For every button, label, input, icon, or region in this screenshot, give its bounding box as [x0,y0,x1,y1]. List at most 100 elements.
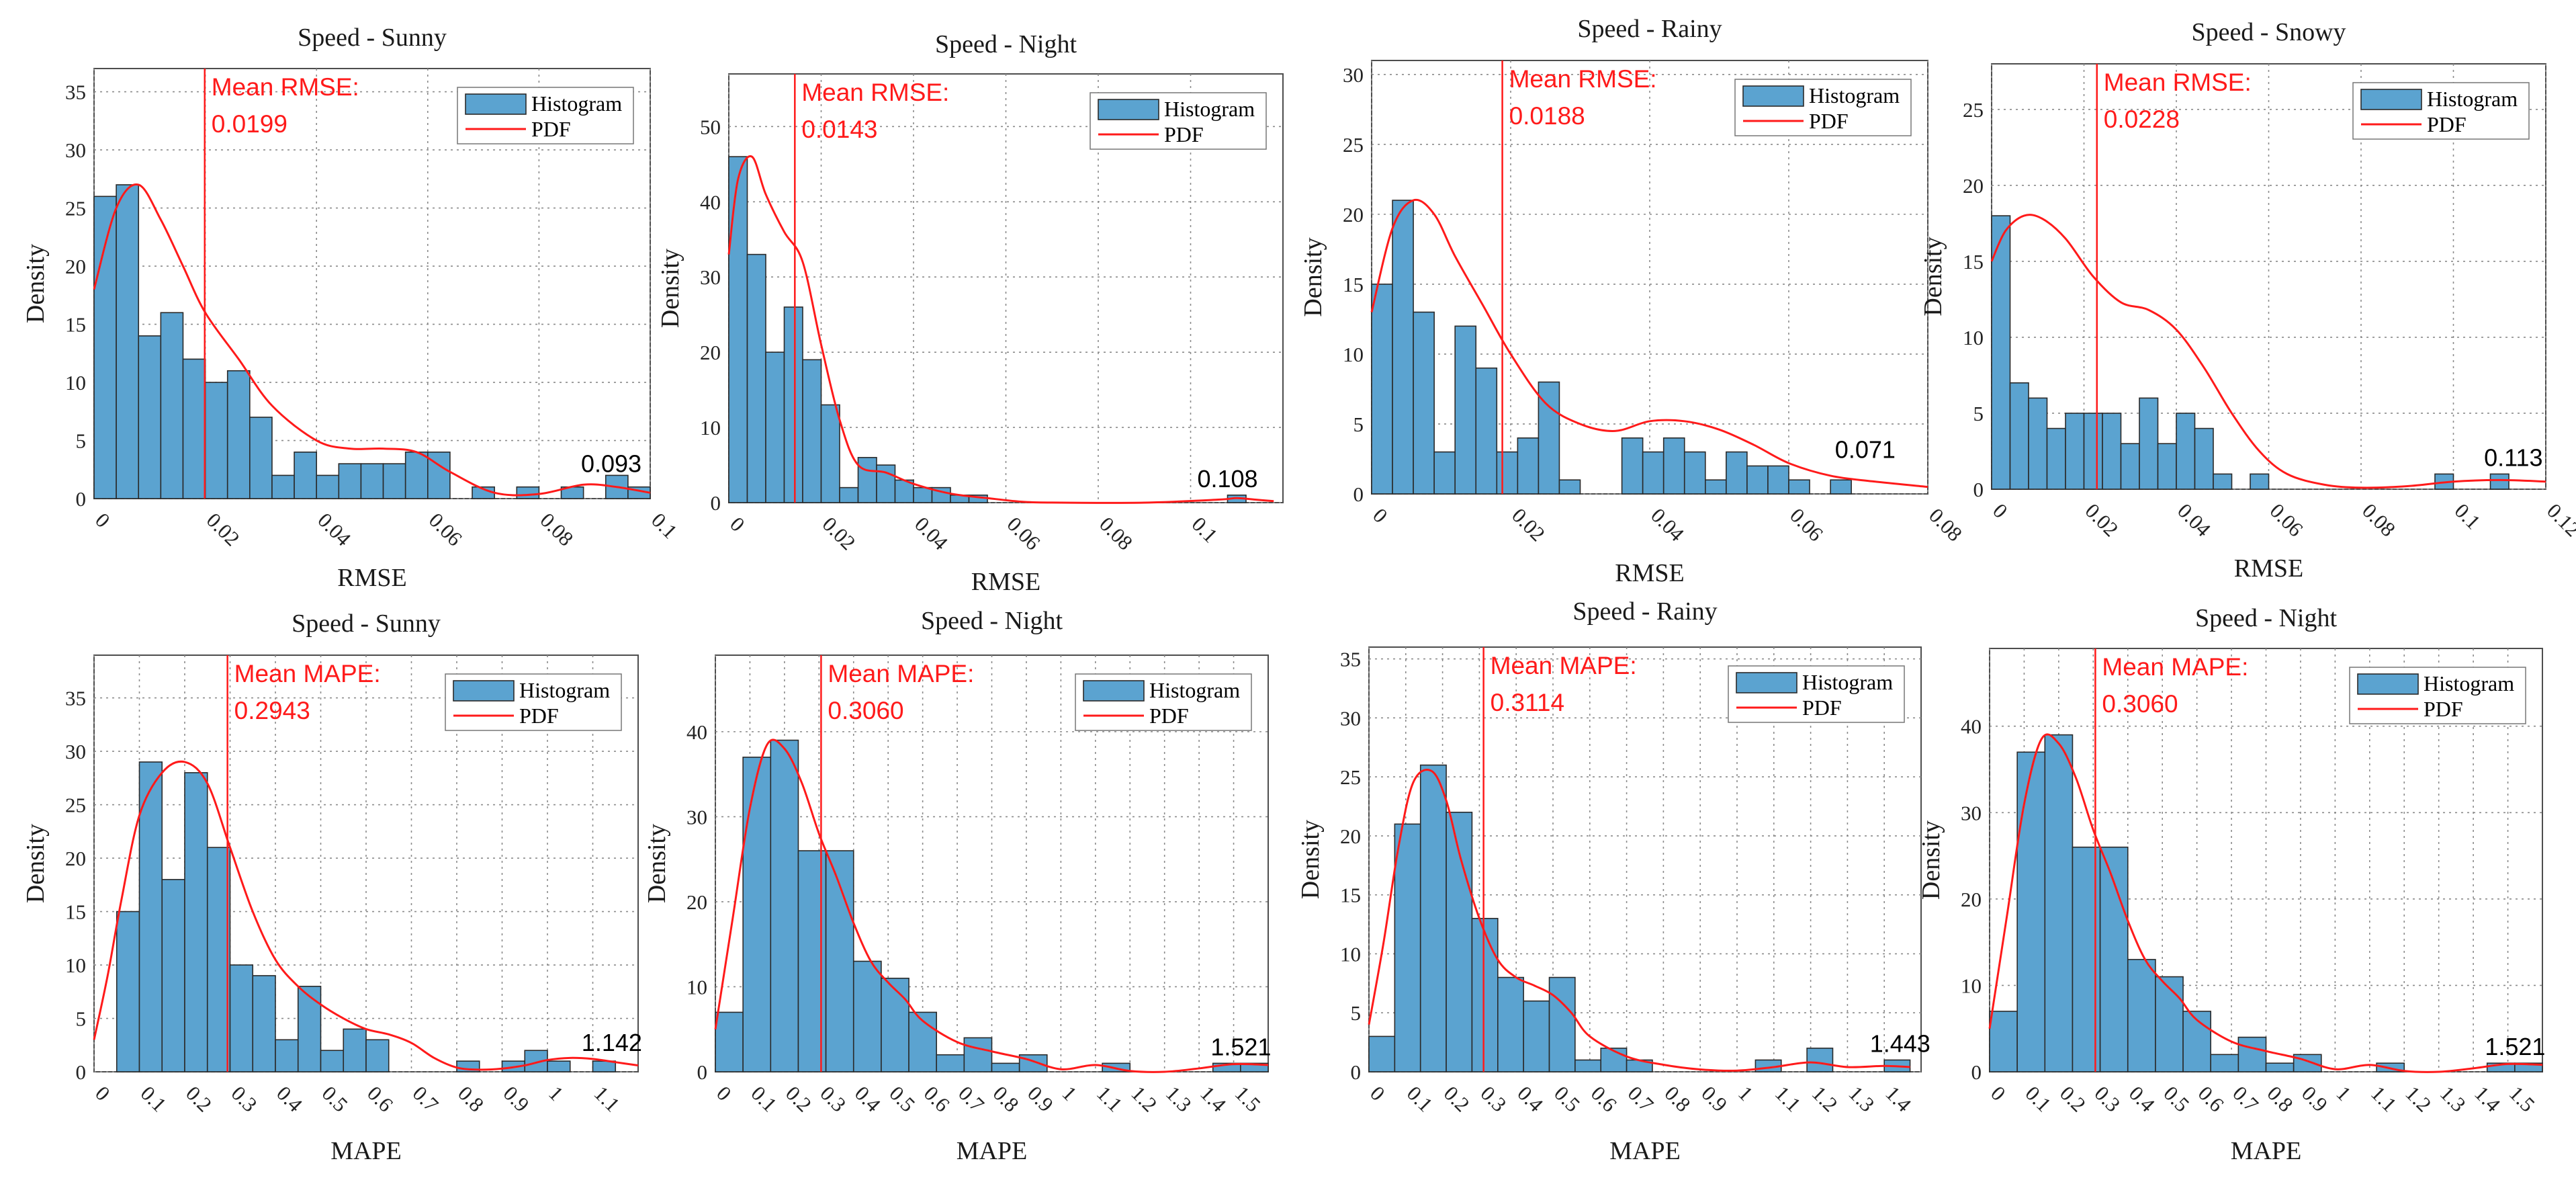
y-tick-label: 10 [1961,974,1982,997]
y-tick-label: 20 [1963,174,1984,198]
y-tick-label: 30 [65,740,86,763]
histogram-bar [715,1011,744,1072]
histogram-bar [1767,465,1789,495]
histogram-bar [1642,451,1664,495]
histogram-bar [2250,473,2270,490]
y-tick-label: 0 [697,1060,708,1084]
x-tick-label: 0.7 [1624,1081,1658,1116]
histogram-bar [320,1050,345,1072]
histogram-bar [1517,437,1540,495]
histogram-bar [1496,451,1519,495]
y-tick-label: 10 [1343,343,1364,366]
x-tick-label: 0.04 [2173,499,2215,541]
histogram-bar [271,474,295,499]
y-axis-label: Density [643,824,671,903]
histogram-bar [2213,473,2233,490]
x-tick-label: 0.1 [2450,499,2485,534]
x-tick-label: 1.2 [2401,1081,2436,1116]
histogram-bar [382,463,406,499]
y-tick-label: 20 [1340,825,1361,848]
x-tick-label: 0.06 [1785,503,1828,546]
y-tick-label: 15 [65,900,86,924]
histogram-bar [592,1060,617,1072]
x-tick-label: 0.7 [408,1081,443,1116]
histogram-bar [365,1039,390,1072]
histogram-bar [908,1011,938,1072]
x-tick-label: 1.1 [1771,1081,1806,1116]
mean-label-value: 0.0188 [1509,102,1585,130]
y-tick-label: 35 [65,687,86,710]
x-axis-label: MAPE [1609,1137,1681,1165]
x-tick-label: 0.04 [910,512,952,554]
x-tick-label: 1.5 [1231,1081,1265,1116]
y-axis-label: Density [1919,237,1947,316]
x-tick-label: 0.9 [2297,1081,2332,1116]
histogram-bar [1558,479,1581,495]
x-tick-label: 0.1 [746,1081,781,1116]
mean-label-title: Mean MAPE: [2102,653,2248,681]
x-tick-label: 0.08 [1924,503,1967,546]
mean-label-value: 0.3114 [1491,689,1564,716]
y-tick-label: 0 [1971,1060,1982,1084]
histogram-bar [316,474,340,499]
x-tick-label: 0 [1366,1081,1390,1105]
x-tick-label: 1 [544,1081,568,1105]
legend-histogram-swatch [2357,673,2419,695]
histogram-bar [297,986,322,1072]
pdf-curve [1370,198,1928,489]
histogram-bar [1523,1000,1550,1072]
y-tick-label: 10 [686,975,707,999]
histogram-bar [294,452,317,499]
x-tick-label: 1.4 [2470,1081,2505,1117]
legend-label-histogram: Histogram [1809,83,1900,108]
histogram-bar [783,306,803,503]
histogram-bar [802,359,822,503]
y-tick-label: 20 [65,255,86,278]
y-axis-label: Density [1296,820,1325,899]
histogram-bar [2182,1011,2212,1072]
x-tick-label: 0.1 [1403,1081,1437,1116]
mean-label-value: 0.0143 [801,116,877,143]
histogram-bar [1989,1011,2018,1072]
x-tick-label: 0.2 [1439,1081,1474,1116]
histogram-bar [1497,976,1524,1072]
histogram-bar [742,757,772,1072]
histogram-bar [229,964,254,1072]
mean-label-value: 0.2943 [234,697,310,724]
x-tick-label: 0.9 [1023,1081,1058,1116]
histogram-bar [116,911,140,1072]
histogram-bar [2120,443,2140,490]
y-tick-label: 10 [700,416,721,439]
y-tick-label: 50 [700,115,721,138]
legend-label-pdf: PDF [1149,704,1189,728]
x-tick-label: 1.4 [1196,1081,1231,1117]
x-tick-label: 0.9 [499,1081,534,1116]
mean-label-title: Mean RMSE: [2104,69,2252,96]
histogram-bar [2065,413,2085,490]
legend-label-pdf: PDF [519,704,559,728]
x-tick-label: 1.1 [590,1081,625,1116]
histogram-bar [839,487,859,503]
histogram-bar [2194,427,2214,490]
x-tick-label: 0 [91,1081,115,1105]
histogram-bar [1991,215,2011,490]
x-tick-label: 0.8 [1660,1081,1695,1116]
y-tick-label: 15 [1343,273,1364,296]
y-tick-label: 25 [1343,133,1364,157]
chart-title: Speed - Night [921,607,1063,635]
histogram-bar [249,417,273,499]
x-axis-label: RMSE [1615,559,1684,587]
chart-title: Speed - Rainy [1572,597,1717,626]
x-tick-label: 0.8 [2263,1081,2298,1116]
x-tick-label: 0.1 [647,508,682,543]
x-tick-label: 0.8 [453,1081,488,1116]
legend-label-histogram: Histogram [2424,671,2514,695]
histogram-bar [1413,311,1435,495]
x-tick-label: 0.5 [2159,1081,2194,1116]
legend-label-histogram: Histogram [531,91,622,116]
max-value-label: 1.521 [1210,1033,1271,1060]
x-tick-label: 0.12 [2542,499,2576,541]
